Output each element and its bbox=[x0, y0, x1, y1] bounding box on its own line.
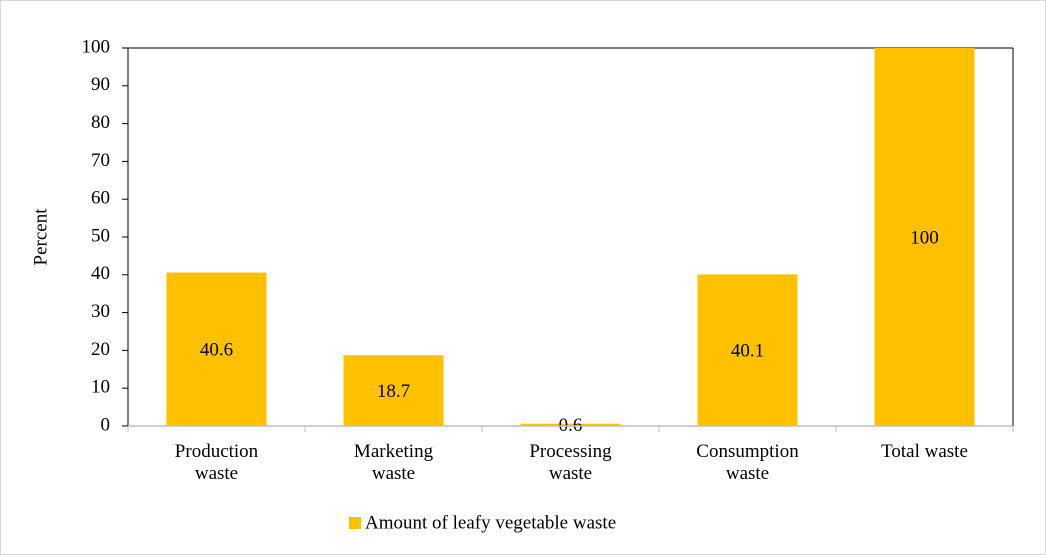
x-tick-label: Consumption waste bbox=[696, 441, 799, 484]
bar bbox=[874, 48, 975, 426]
data-label: 40.1 bbox=[731, 341, 764, 362]
data-label: 18.7 bbox=[377, 381, 410, 402]
bar bbox=[343, 355, 444, 426]
bar bbox=[520, 423, 621, 426]
data-label: 40.6 bbox=[200, 340, 233, 361]
y-tick-label: 80 bbox=[91, 112, 110, 133]
x-tick-label: Processing waste bbox=[529, 441, 612, 484]
bar bbox=[697, 274, 798, 426]
x-tick-label: Production waste bbox=[174, 441, 259, 484]
x-tick-label: Total waste bbox=[881, 441, 968, 462]
legend-label: Amount of leafy vegetable waste bbox=[365, 512, 616, 533]
x-tick-label: Marketing waste bbox=[353, 441, 434, 484]
bar bbox=[166, 272, 267, 426]
y-tick-label: 50 bbox=[91, 225, 110, 246]
y-tick-label: 10 bbox=[91, 377, 110, 398]
y-tick-label: 30 bbox=[91, 301, 110, 322]
y-tick-label: 90 bbox=[91, 74, 110, 95]
y-axis-label: Percent bbox=[30, 208, 51, 266]
y-tick-label: 40 bbox=[91, 263, 110, 284]
legend-swatch bbox=[349, 517, 361, 529]
y-tick-label: 100 bbox=[82, 36, 111, 57]
y-tick-label: 20 bbox=[91, 339, 110, 360]
y-tick-label: 70 bbox=[91, 150, 110, 171]
y-tick-label: 0 bbox=[101, 414, 111, 435]
data-label: 100 bbox=[910, 227, 939, 248]
y-tick-label: 60 bbox=[91, 188, 110, 209]
